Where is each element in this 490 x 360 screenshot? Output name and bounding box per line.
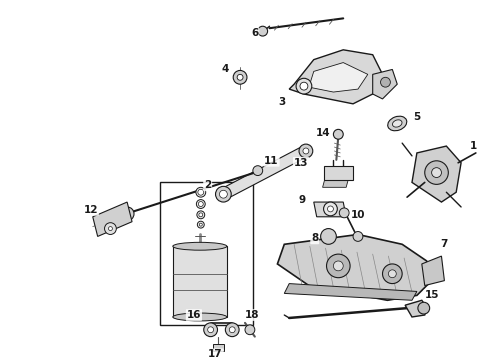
Ellipse shape [173,313,227,321]
Polygon shape [405,300,427,317]
Text: 6: 6 [251,28,258,38]
Text: 16: 16 [187,310,201,320]
Circle shape [327,206,333,212]
Circle shape [333,261,343,271]
Circle shape [237,75,243,80]
Circle shape [389,270,396,278]
Text: 7: 7 [441,239,448,249]
Circle shape [198,202,203,207]
Text: 10: 10 [351,210,365,220]
Circle shape [320,229,336,244]
Text: 1: 1 [470,141,477,151]
Circle shape [196,187,206,197]
Polygon shape [289,50,383,104]
Text: 18: 18 [245,310,259,320]
Circle shape [197,211,205,219]
Ellipse shape [392,120,402,127]
Circle shape [245,325,255,335]
Circle shape [299,144,313,158]
Circle shape [303,148,309,154]
Bar [173,246,227,317]
Circle shape [204,323,218,337]
Circle shape [199,223,202,226]
Polygon shape [284,284,417,300]
Text: 14: 14 [316,128,331,138]
Text: 17: 17 [208,349,223,359]
Text: 2: 2 [204,180,211,190]
Circle shape [198,189,204,195]
Text: 9: 9 [298,195,306,205]
Text: 12: 12 [83,205,98,215]
Ellipse shape [173,242,227,250]
Circle shape [104,223,116,234]
Ellipse shape [388,116,407,131]
Circle shape [425,161,448,184]
Circle shape [339,208,349,218]
Circle shape [216,186,231,202]
Text: 3: 3 [279,97,286,107]
Text: 8: 8 [311,233,318,243]
Circle shape [432,168,441,177]
Circle shape [197,221,204,228]
Circle shape [196,199,205,208]
Polygon shape [277,234,432,300]
Circle shape [229,327,235,333]
Bar [160,183,253,325]
Circle shape [323,202,337,216]
Polygon shape [219,147,311,198]
Polygon shape [322,172,350,187]
Circle shape [220,190,227,198]
Circle shape [108,226,112,230]
Circle shape [120,207,134,221]
Text: 5: 5 [413,112,420,122]
Circle shape [208,327,214,333]
Text: 4: 4 [221,64,229,75]
Polygon shape [314,202,346,217]
Polygon shape [373,69,397,99]
Polygon shape [213,345,224,351]
Circle shape [225,323,239,337]
Polygon shape [93,202,132,237]
Text: 11: 11 [264,156,279,166]
Polygon shape [422,256,444,285]
Circle shape [353,231,363,241]
Polygon shape [309,63,368,92]
Circle shape [333,129,343,139]
Circle shape [258,26,268,36]
Polygon shape [323,166,353,180]
Circle shape [253,166,263,176]
Circle shape [296,78,312,94]
Circle shape [381,77,391,87]
Circle shape [326,254,350,278]
Text: 13: 13 [294,158,308,168]
Circle shape [233,71,247,84]
Circle shape [383,264,402,284]
Text: 15: 15 [424,291,439,300]
Circle shape [300,82,308,90]
Polygon shape [412,146,461,202]
Circle shape [199,213,203,217]
Circle shape [418,302,430,314]
